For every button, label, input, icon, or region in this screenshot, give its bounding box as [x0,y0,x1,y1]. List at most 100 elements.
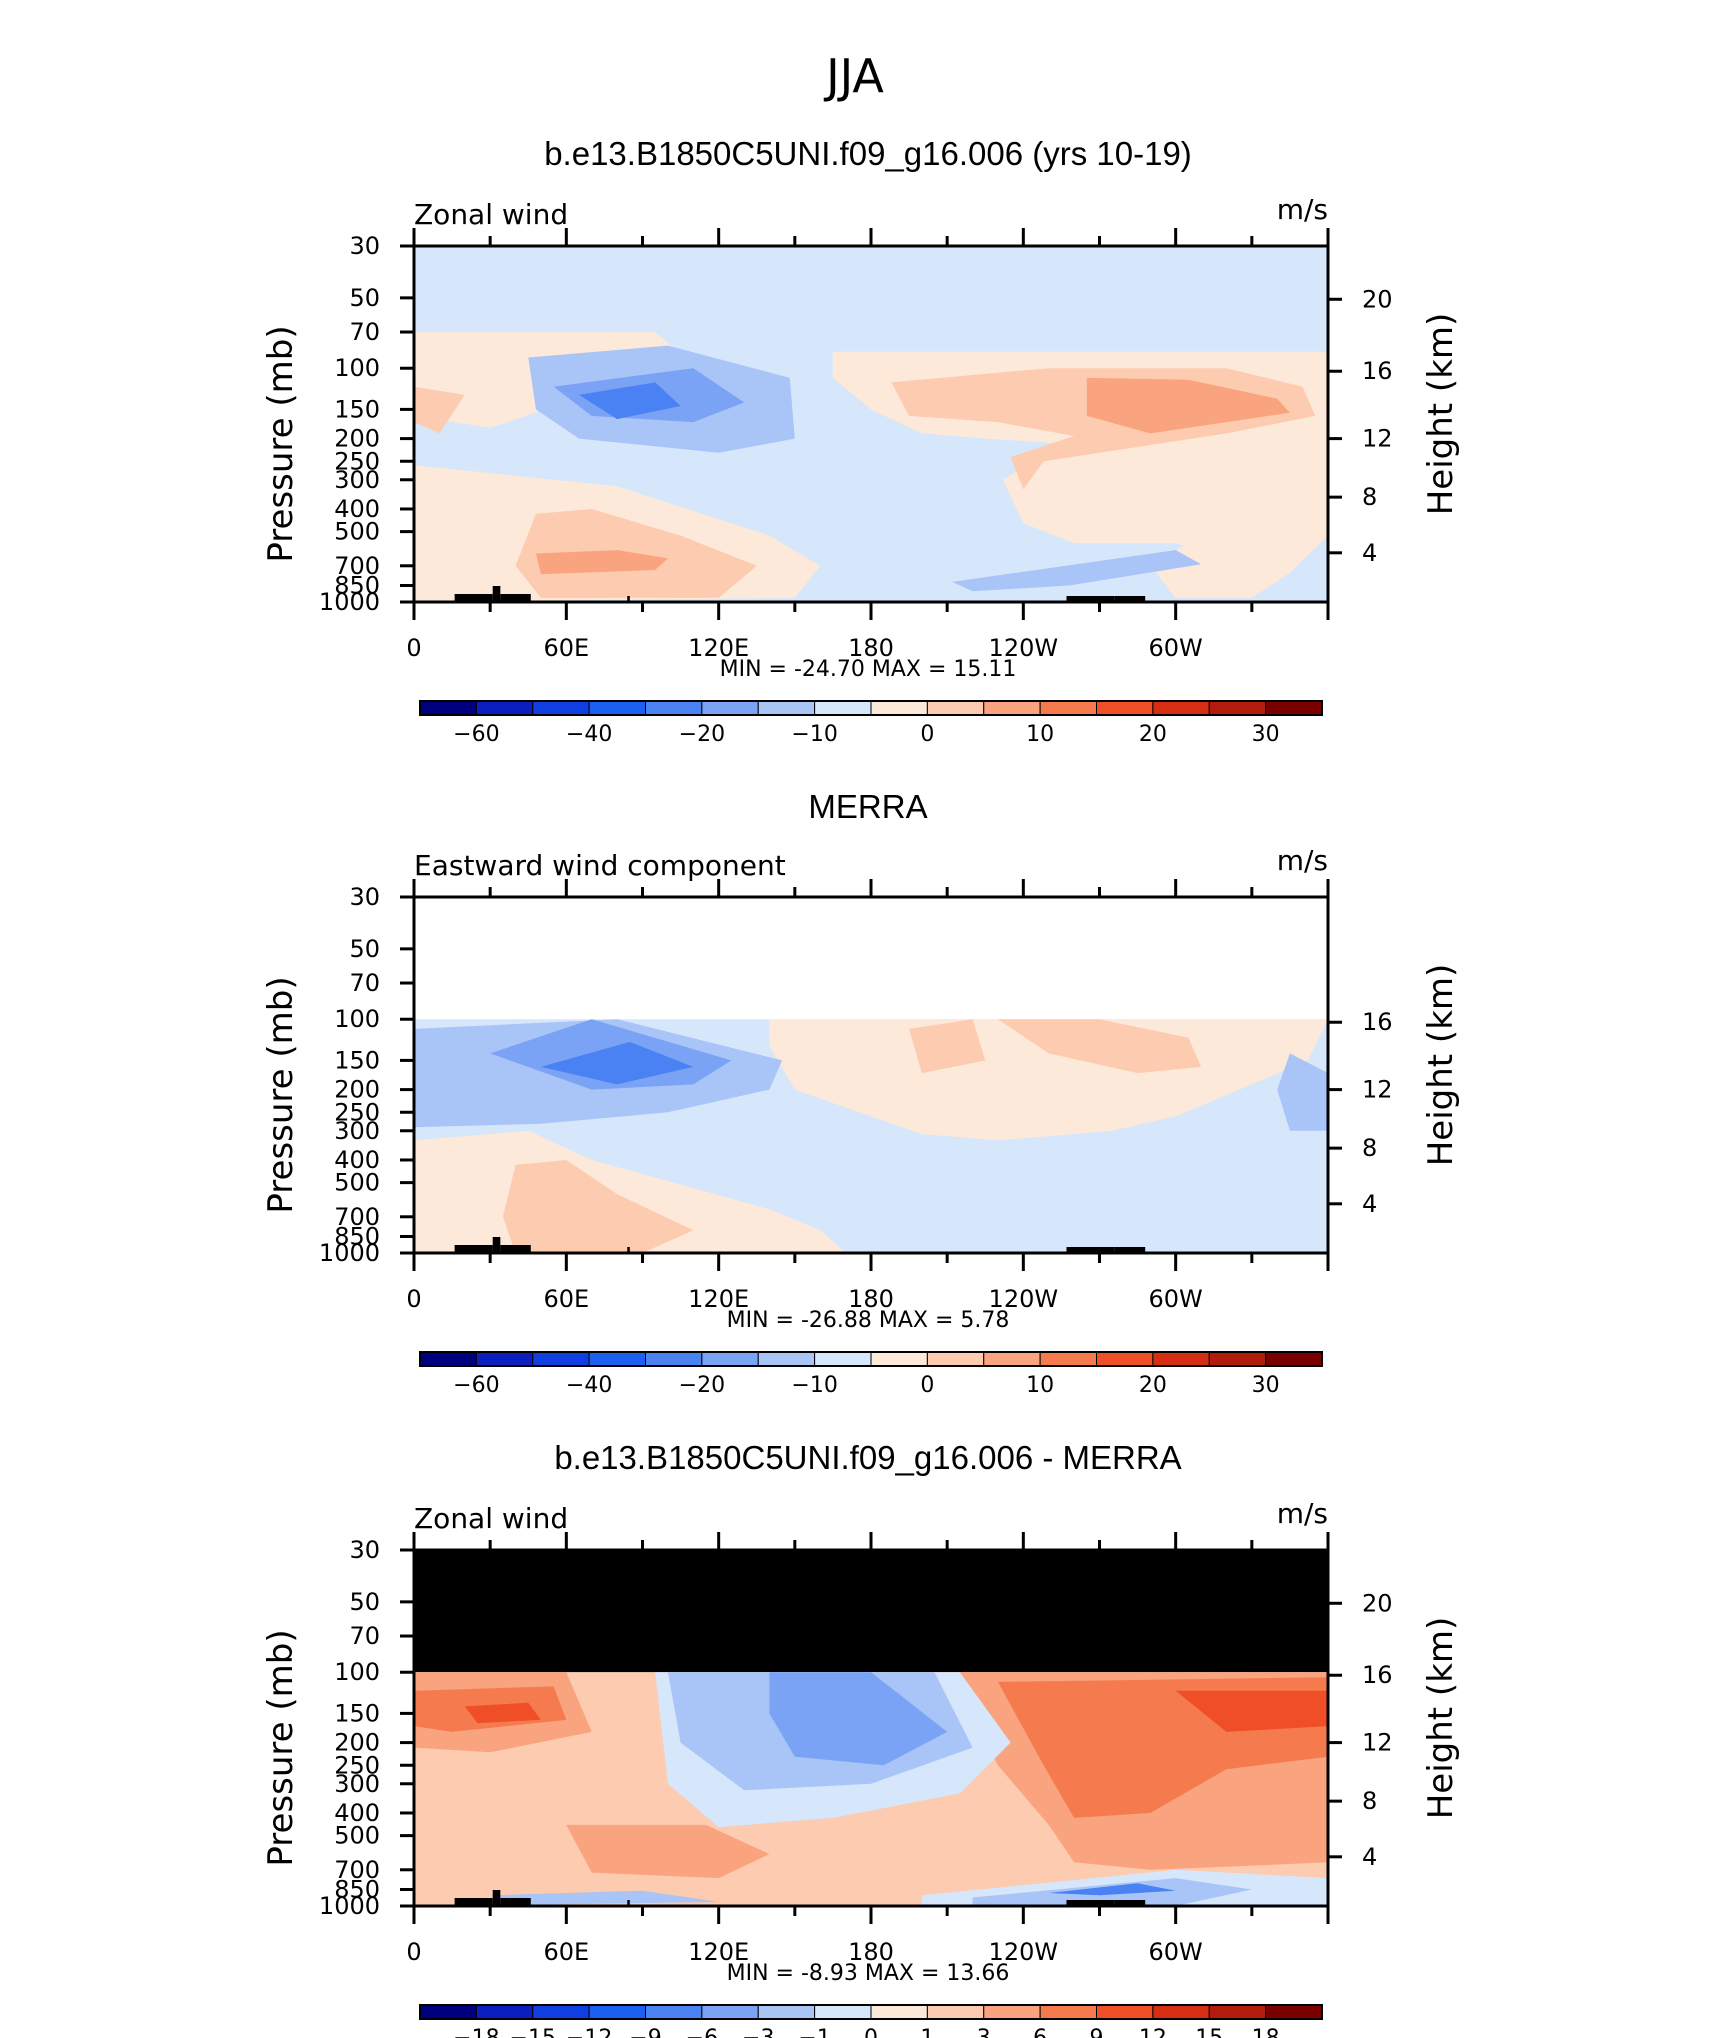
colorbar-label: 20 [1139,722,1167,747]
y-axis-title: Pressure (mb) [261,976,301,1213]
y-tick-label: 30 [349,883,380,911]
y-tick-label: 400 [334,1146,380,1174]
colorbar-swatch [757,2004,816,2020]
colorbar-swatch [588,1351,646,1367]
y2-tick-label: 20 [1362,1589,1393,1617]
y2-axis-title: Height (km) [1421,313,1461,516]
colorbar-swatch [1208,1351,1267,1367]
y-tick-label: 50 [349,1588,380,1616]
colorbar-label: 3 [977,2026,991,2038]
y-tick-label: 100 [334,1005,380,1033]
panel-title: b.e13.B1850C5UNI.f09_g16.006 - MERRA [554,1439,1181,1476]
colorbar-swatch [926,2004,985,2020]
topography [1066,596,1115,602]
colorbar-swatch [475,2004,534,2020]
x-tick-label: 0 [406,1285,421,1313]
colorbar-label: −3 [742,2026,774,2038]
colorbar-swatch [532,1351,590,1367]
panel-variable-label: Zonal wind [414,198,568,231]
colorbar-frame [419,700,1323,716]
colorbar-label: 10 [1026,1373,1054,1398]
colorbar-swatch [475,700,534,716]
x-tick-label: 0 [406,634,421,662]
colorbar-label: 12 [1139,2026,1167,2038]
topography [454,1245,493,1253]
y2-tick-label: 8 [1362,483,1377,511]
x-tick-label: 120E [688,634,749,662]
x-tick-label: 60W [1149,634,1203,662]
y-tick-label: 700 [334,1203,380,1231]
x-tick-label: 120E [688,1938,749,1966]
main-title: JJA [823,49,884,103]
y-tick-label: 150 [334,1699,380,1727]
y-tick-label: 30 [349,232,380,260]
y-tick-label: 70 [349,1622,380,1650]
colorbar-label: −40 [566,722,612,747]
topography [627,596,630,602]
y-tick-label: 70 [349,969,380,997]
field-contour [502,1160,694,1253]
x-tick-label: 120W [989,634,1059,662]
colorbar-swatch [1152,1351,1210,1367]
y-tick-label: 500 [334,1822,380,1850]
colorbar-swatch [1152,2004,1210,2020]
y-tick-label: 400 [334,1799,380,1827]
y-tick-label: 300 [334,1117,380,1145]
field-contour [540,1041,694,1085]
field-contour [579,382,681,420]
colorbar-label: 20 [1139,1373,1167,1398]
topography [492,586,501,602]
field-contour [1277,1053,1328,1131]
colorbar-label: 15 [1195,2026,1223,2038]
y-tick-label: 70 [349,318,380,346]
y-tick-label: 700 [334,552,380,580]
y2-tick-label: 16 [1362,1661,1393,1689]
panel-1: b.e13.B1850C5UNI.f09_g16.006 (yrs 10-19)… [261,135,1461,747]
topography [492,1237,501,1253]
y2-tick-label: 8 [1362,1134,1377,1162]
colorbar-label: −20 [679,722,725,747]
colorbar-swatch [419,2004,477,2020]
colorbar-swatch [1096,1351,1154,1367]
field-contour [997,1019,1202,1074]
topography [500,1245,531,1253]
colorbar-swatch [532,700,590,716]
field-contour [414,386,465,434]
y-tick-label: 50 [349,284,380,312]
y-tick-label: 150 [334,395,380,423]
field-missing [414,1550,1328,1673]
colorbar-swatch [588,700,646,716]
panel-units-label: m/s [1277,1497,1328,1530]
y-tick-label: 1000 [319,1892,380,1920]
y-tick-label: 150 [334,1046,380,1074]
y-axis-title: Pressure (mb) [261,1629,301,1866]
colorbar-swatch [1265,1351,1323,1367]
field-contour [566,1824,770,1879]
colorbar-label: 0 [920,1373,934,1398]
colorbar-frame [419,1351,1323,1367]
topography [627,1900,630,1906]
y-tick-label: 200 [334,1729,380,1757]
colorbar-swatch [814,1351,872,1367]
y-tick-label: 850 [334,572,380,600]
colorbar-swatch [1039,2004,1097,2020]
colorbar-swatch [814,2004,872,2020]
y-tick-label: 500 [334,518,380,546]
y2-tick-label: 8 [1362,1787,1377,1815]
y-axis-title: Pressure (mb) [261,325,301,562]
topography [1114,596,1146,602]
panel-units-label: m/s [1277,844,1328,877]
panel-units-label: m/s [1277,193,1328,226]
colorbar: −60 −40 −20 −10 0 10 20 30 [419,1351,1323,1398]
colorbar-swatch [870,700,928,716]
colorbar-label: 18 [1252,2026,1280,2038]
field-contour [952,550,1202,592]
y2-tick-label: 12 [1362,1076,1393,1104]
colorbar-label: −10 [791,722,837,747]
colorbar-swatch [1039,1351,1097,1367]
colorbar-label: −40 [566,1373,612,1398]
colorbar-swatch [475,1351,534,1367]
colorbar-swatch [757,700,816,716]
colorbar-label: −60 [453,722,499,747]
panel-variable-label: Eastward wind component [414,849,786,882]
